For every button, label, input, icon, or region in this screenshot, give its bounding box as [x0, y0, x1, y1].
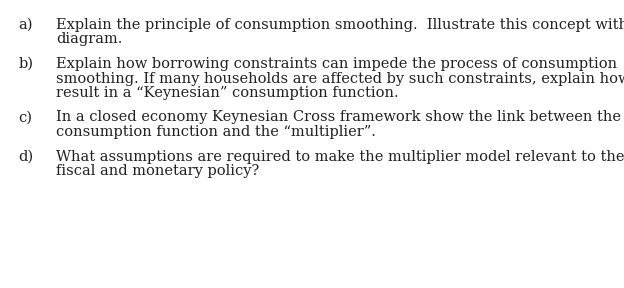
Text: In a closed economy Keynesian Cross framework show the link between the: In a closed economy Keynesian Cross fram…	[56, 111, 621, 124]
Text: diagram.: diagram.	[56, 33, 122, 46]
Text: Explain how borrowing constraints can impede the process of consumption: Explain how borrowing constraints can im…	[56, 57, 617, 71]
Text: What assumptions are required to make the multiplier model relevant to the impac: What assumptions are required to make th…	[56, 149, 624, 164]
Text: c): c)	[19, 111, 32, 124]
Text: Explain the principle of consumption smoothing.  Illustrate this concept with a: Explain the principle of consumption smo…	[56, 18, 624, 32]
Text: a): a)	[19, 18, 33, 32]
Text: consumption function and the “multiplier”.: consumption function and the “multiplier…	[56, 125, 376, 139]
Text: fiscal and monetary policy?: fiscal and monetary policy?	[56, 164, 260, 178]
Text: smoothing. If many households are affected by such constraints, explain how this: smoothing. If many households are affect…	[56, 71, 624, 86]
Text: result in a “Keynesian” consumption function.: result in a “Keynesian” consumption func…	[56, 86, 399, 100]
Text: b): b)	[19, 57, 34, 71]
Text: d): d)	[19, 149, 34, 164]
